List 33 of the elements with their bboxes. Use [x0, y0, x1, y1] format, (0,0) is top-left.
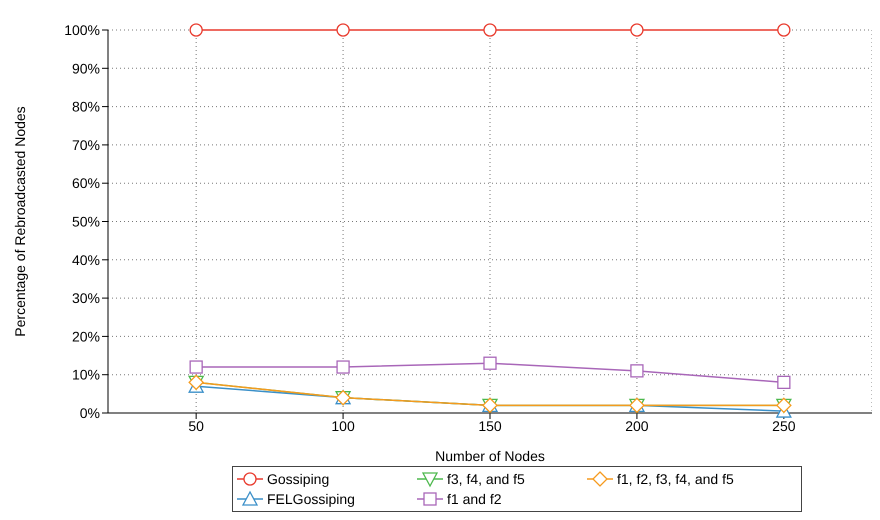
legend-label: Gossiping	[267, 471, 330, 487]
y-tick-label: 70%	[72, 136, 100, 153]
y-tick-label: 10%	[72, 366, 100, 383]
point	[630, 23, 644, 37]
point	[336, 23, 350, 37]
y-tick-label: 80%	[72, 98, 100, 115]
point	[483, 356, 497, 370]
point	[777, 23, 790, 37]
y-tick-label: 0%	[80, 404, 100, 421]
legend-label: f1 and f2	[447, 491, 502, 507]
point	[336, 360, 350, 374]
y-tick-label: 40%	[72, 252, 100, 268]
x-tick-label: 250	[772, 418, 796, 434]
x-tick-label: 100	[331, 418, 355, 434]
y-tick-label: 20%	[72, 328, 100, 344]
point	[630, 364, 644, 378]
point	[190, 23, 203, 37]
y-tick-label: 50%	[72, 213, 100, 230]
y-tick-label: 90%	[72, 60, 100, 76]
y-tick-label: 100%	[64, 22, 100, 38]
x-axis-title: Number of Nodes	[435, 448, 545, 464]
point	[483, 23, 497, 37]
y-axis-title: Percentage of Rebroadcasted Nodes	[12, 106, 28, 337]
point	[777, 376, 790, 390]
legend-label: f3, f4, and f5	[447, 471, 525, 487]
y-tick-label: 30%	[72, 290, 100, 306]
x-tick-label: 50	[188, 418, 204, 434]
legend-label: f1, f2, f3, f4, and f5	[617, 471, 734, 487]
x-tick-label: 200	[625, 418, 649, 434]
x-tick-label: 150	[478, 418, 502, 434]
legend-label: FELGossiping	[267, 491, 355, 507]
y-tick-label: 60%	[72, 175, 100, 192]
point	[190, 360, 203, 374]
